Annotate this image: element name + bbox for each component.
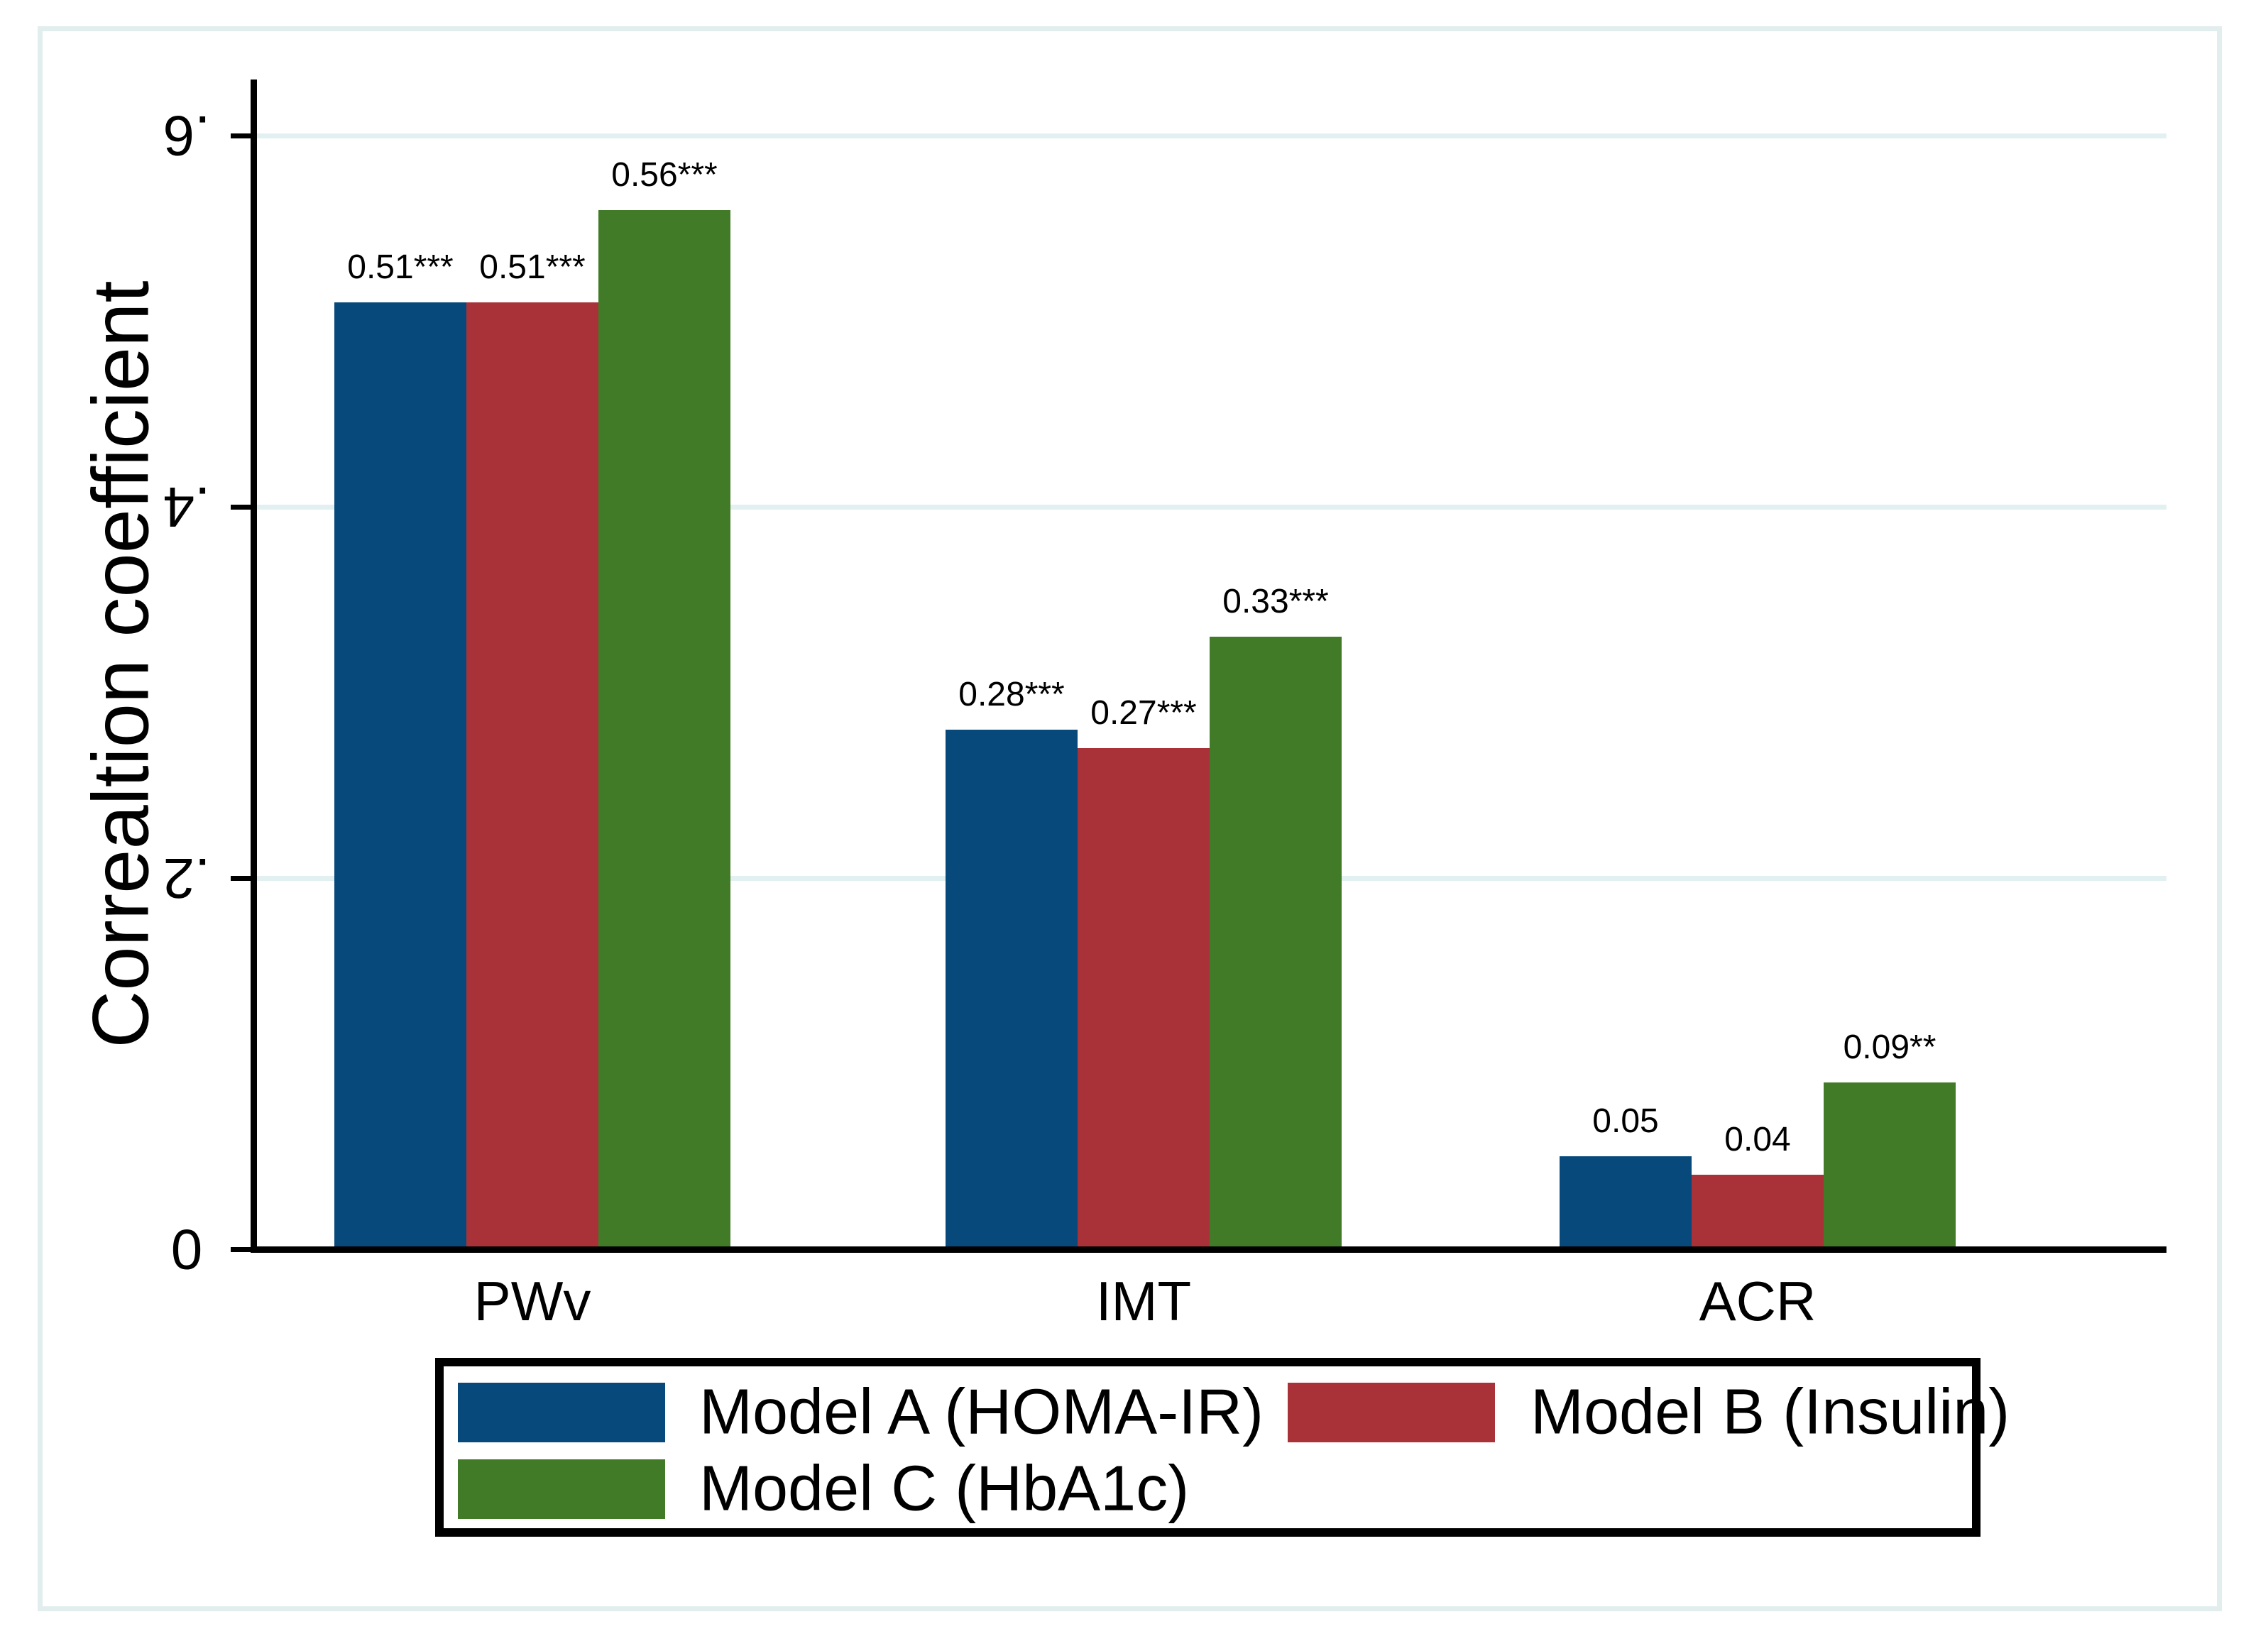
bar-value-label: 0.51***: [347, 248, 454, 287]
bar-value-label: 0.04: [1724, 1121, 1791, 1159]
bar-PWv-series3: [598, 209, 730, 1249]
legend-label-series3: Model C (HbA1c): [699, 1453, 1190, 1525]
bar-value-label: 0.27***: [1090, 693, 1197, 732]
x-category-label-imt: IMT: [1095, 1270, 1192, 1332]
bar-value-label: 0.28***: [958, 675, 1065, 713]
bar-value-label: 0.56***: [611, 155, 718, 194]
bar-value-label: 0.09**: [1843, 1028, 1936, 1066]
legend-swatch-series1: [458, 1383, 665, 1442]
y-tick-label-text: .4: [163, 476, 211, 539]
y-tick-.4: [231, 504, 251, 510]
bar-IMT-series2: [1078, 747, 1210, 1249]
bar-IMT-series1: [946, 729, 1078, 1249]
bar-PWv-series2: [466, 302, 598, 1249]
x-category-label-pwv: PWv: [473, 1270, 591, 1332]
y-axis-line: [251, 79, 257, 1253]
legend-label-series1: Model A (HOMA-IR): [699, 1376, 1264, 1448]
x-axis-line: [251, 1246, 2166, 1253]
y-axis-title: Correaltion coefficient: [76, 280, 165, 1048]
bar-value-label: 0.51***: [479, 248, 586, 287]
gridline-y.6: [257, 133, 2166, 138]
y-tick-0: [231, 1246, 251, 1252]
y-tick-label-text: 0: [170, 1218, 203, 1281]
bar-value-label: 0.05: [1592, 1102, 1659, 1141]
y-tick-label-text: .6: [163, 104, 211, 168]
bar-ACR-series2: [1692, 1175, 1824, 1249]
y-tick-.6: [231, 133, 251, 138]
bar-IMT-series3: [1210, 637, 1342, 1249]
bar-value-label: 0.33***: [1222, 583, 1329, 621]
y-tick-.2: [231, 875, 251, 881]
gridline-y.4: [257, 505, 2166, 510]
y-tick-label-text: .2: [163, 847, 211, 910]
bar-ACR-series3: [1824, 1082, 1956, 1249]
bar-PWv-series1: [334, 302, 466, 1249]
legend-swatch-series2: [1288, 1383, 1495, 1442]
bar-ACR-series1: [1560, 1156, 1692, 1249]
x-category-label-acr: ACR: [1699, 1270, 1817, 1332]
legend-swatch-series3: [458, 1459, 665, 1519]
legend-label-series2: Model B (Insulin): [1530, 1376, 2010, 1448]
legend: Model A (HOMA-IR) Model B (Insulin) Model …: [435, 1358, 2010, 1537]
figure-border: [38, 26, 2222, 1611]
